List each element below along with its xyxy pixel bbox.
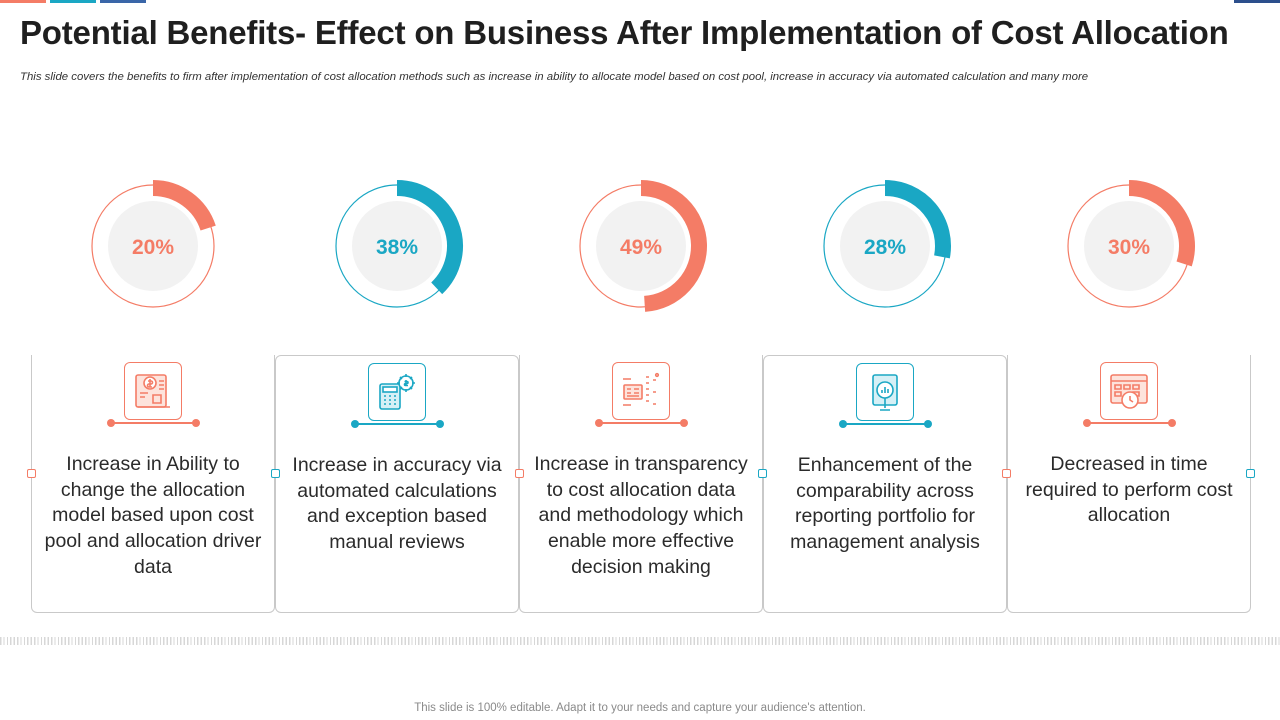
percentage-label: 20%	[132, 236, 174, 259]
top-accent-bar	[1234, 0, 1280, 3]
donut-center	[108, 201, 198, 291]
calendar-clock-icon	[1100, 362, 1158, 420]
benefit-card-3: Increase in transparency to cost allocat…	[519, 355, 763, 613]
divider-dot	[107, 419, 115, 427]
percentage-label: 30%	[1108, 236, 1150, 259]
benefit-card-4: Enhancement of the comparability across …	[763, 355, 1007, 613]
decorative-dash-strip	[0, 637, 1280, 645]
divider-dot	[680, 419, 688, 427]
connector-node	[1246, 469, 1255, 478]
divider-dot	[1168, 419, 1176, 427]
benefit-text: Decreased in time required to perform co…	[1025, 453, 1233, 527]
divider-dot	[1083, 419, 1091, 427]
percentage-label: 28%	[864, 236, 906, 259]
benefit-text: Increase in accuracy via automated calcu…	[292, 454, 502, 554]
donut-progress-arc	[1128, 180, 1195, 267]
icon-divider	[110, 422, 196, 424]
icon-divider	[842, 423, 928, 425]
divider-dot	[192, 419, 200, 427]
donut-center	[1084, 201, 1174, 291]
benefit-text: Increase in transparency to cost allocat…	[534, 453, 748, 578]
donut-progress-arc	[152, 180, 216, 231]
slide-subtitle: This slide covers the benefits to firm a…	[20, 71, 1089, 83]
connector-node	[515, 469, 524, 478]
magnifier-report-icon	[856, 363, 914, 421]
progress-donut-charts: 20% 38% 49% 28% 30%	[91, 180, 1195, 312]
connector-node	[1002, 469, 1011, 478]
donut-progress-arc	[640, 180, 707, 312]
circuit-board-icon	[612, 362, 670, 420]
benefit-text: Enhancement of the comparability across …	[790, 454, 980, 554]
benefit-text: Increase in Ability to change the alloca…	[44, 453, 262, 578]
icon-divider	[354, 423, 440, 425]
donut-center	[840, 201, 930, 291]
calculator-gear-icon	[368, 363, 426, 421]
divider-dot	[351, 420, 359, 428]
top-accent-bar	[50, 0, 96, 3]
divider-dot	[839, 420, 847, 428]
benefit-card-5: Decreased in time required to perform co…	[1007, 355, 1251, 613]
benefit-card-2: Increase in accuracy via automated calcu…	[275, 355, 519, 613]
top-accent-bar	[0, 0, 46, 3]
connector-node	[271, 469, 280, 478]
top-accent-bar	[100, 0, 146, 3]
divider-dot	[595, 419, 603, 427]
divider-dot	[924, 420, 932, 428]
divider-dot	[436, 420, 444, 428]
donut-progress-arc	[396, 180, 463, 295]
connector-node	[27, 469, 36, 478]
slide-footer: This slide is 100% editable. Adapt it to…	[414, 702, 866, 714]
icon-divider	[598, 422, 684, 424]
donut-progress-arc	[884, 180, 951, 259]
slide-title: Potential Benefits- Effect on Business A…	[20, 14, 1229, 51]
connector-node	[758, 469, 767, 478]
percentage-label: 38%	[376, 236, 418, 259]
donut-center	[352, 201, 442, 291]
donut-center	[596, 201, 686, 291]
dollar-document-icon	[124, 362, 182, 420]
percentage-label: 49%	[620, 236, 662, 259]
icon-divider	[1086, 422, 1172, 424]
benefit-card-1: Increase in Ability to change the alloca…	[31, 355, 275, 613]
